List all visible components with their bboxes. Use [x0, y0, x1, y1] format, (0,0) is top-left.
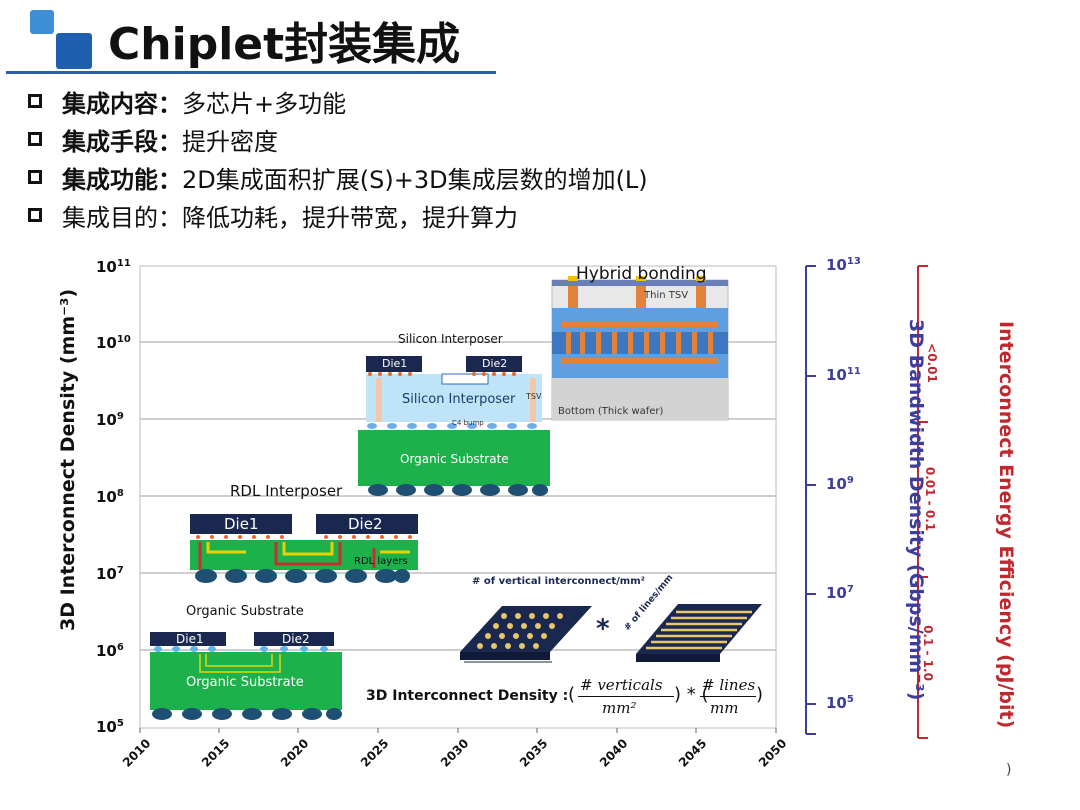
bandwidth-tick: 1011 [826, 366, 861, 384]
left-tick: 109 [96, 411, 124, 429]
formula-denominator-1: mm² [602, 699, 637, 717]
figure-graphics [139, 265, 928, 739]
formula-fraction-bar [700, 696, 756, 697]
checkbox-icon [28, 94, 42, 108]
organic-die2-label: Die2 [282, 632, 310, 646]
bandwidth-tick: 1013 [826, 256, 861, 274]
interconnect-figure: 3D Interconnect Density (mm⁻³) 3D Bandwi… [40, 252, 1040, 804]
bullet-item: 集成目的： 降低功耗，提升带宽，提升算力 [28, 196, 648, 234]
organic-die1-label: Die1 [176, 632, 204, 646]
silicon-interposer-stack [358, 356, 550, 496]
bullet-item: 集成功能： 2D集成面积扩展(S)+3D集成层数的增加(L) [28, 158, 648, 196]
left-tick: 107 [96, 565, 124, 583]
energy-tick: 0.1 - 1.0 [920, 625, 935, 681]
formula-times: ) * ( [674, 684, 709, 705]
vertical-interconnect-label: # of vertical interconnect/mm² [472, 576, 646, 587]
hybrid-bonding-title: Hybrid bonding [576, 264, 707, 284]
bandwidth-tick: 109 [826, 475, 854, 493]
formula-numerator-1: # verticals [580, 676, 663, 694]
checkbox-icon [28, 208, 42, 222]
page-title: Chiplet封装集成 [108, 19, 461, 70]
left-tick: 1010 [96, 334, 131, 352]
silicon-die2-label: Die2 [482, 357, 508, 370]
left-tick: 106 [96, 642, 124, 660]
bandwidth-axis [805, 265, 816, 735]
formula-label: 3D Interconnect Density : [366, 688, 569, 704]
x-tick-marks [139, 728, 777, 733]
left-axis-label: 3D Interconnect Density (mm⁻³) [57, 288, 79, 631]
organic-substrate-label: Organic Substrate [186, 675, 304, 690]
rdl-interposer-title: RDL Interposer [230, 482, 343, 500]
silicon-substrate-label: Organic Substrate [400, 452, 509, 466]
rdl-layers-label: RDL layers [354, 556, 408, 567]
c4-bump-label: C4 bump [452, 419, 484, 427]
multiply-star: * [596, 614, 610, 644]
silicon-interposer-inner-label: Silicon Interposer [402, 392, 516, 407]
bandwidth-tick: 107 [826, 584, 854, 602]
formula-paren-open: ( [568, 684, 576, 705]
left-tick: 1011 [96, 258, 131, 276]
bullet-list: 集成内容： 多芯片+多功能 集成手段： 提升密度 集成功能： 2D集成面积扩展(S)+… [28, 82, 648, 234]
left-tick: 105 [96, 718, 124, 736]
silicon-die1-label: Die1 [382, 357, 408, 370]
title-underline [6, 71, 496, 74]
vertical-interconnect-diagram [460, 606, 592, 663]
energy-tick: 0.01 - 0.1 [923, 466, 938, 532]
logo-square-light [30, 10, 54, 34]
bottom-wafer-label: Bottom (Thick wafer) [558, 406, 664, 417]
left-tick: 108 [96, 488, 124, 506]
formula-fraction-bar [578, 696, 674, 697]
thin-tsv-label: Thin TSV [644, 290, 689, 301]
silicon-interposer-title: Silicon Interposer [398, 332, 503, 346]
corner-mark: ) [1006, 762, 1012, 778]
rdl-die2-label: Die2 [348, 515, 383, 533]
organic-substrate-stack [150, 632, 342, 720]
rdl-interposer-stack [190, 514, 418, 583]
formula-denominator-2: mm [710, 699, 739, 717]
energy-tick: <0.01 [924, 343, 939, 383]
organic-title: Organic Substrate [186, 604, 304, 619]
energy-axis-label: Interconnect Energy Efficiency (pJ/bit) [995, 321, 1017, 729]
logo-square-dark [56, 33, 92, 69]
energy-axis [917, 265, 928, 739]
lines-per-mm-diagram [636, 604, 762, 662]
checkbox-icon [28, 132, 42, 146]
checkbox-icon [28, 170, 42, 184]
tsv-label: TSV [526, 392, 542, 401]
bullet-item: 集成手段： 提升密度 [28, 120, 648, 158]
bullet-item: 集成内容： 多芯片+多功能 [28, 82, 648, 120]
hybrid-bonding-stack [551, 276, 729, 421]
rdl-die1-label: Die1 [224, 515, 259, 533]
bandwidth-tick: 105 [826, 694, 854, 712]
formula-paren-close: ) [756, 684, 764, 705]
formula-numerator-2: # lines [702, 676, 756, 694]
